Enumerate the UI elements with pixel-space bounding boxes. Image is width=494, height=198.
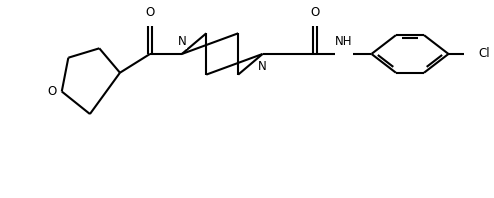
Text: N: N	[177, 35, 186, 48]
Text: O: O	[145, 6, 155, 19]
Text: N: N	[258, 60, 267, 73]
Text: NH: NH	[334, 35, 352, 48]
Text: O: O	[311, 6, 320, 19]
Text: O: O	[47, 85, 56, 98]
Text: Cl: Cl	[479, 48, 490, 60]
